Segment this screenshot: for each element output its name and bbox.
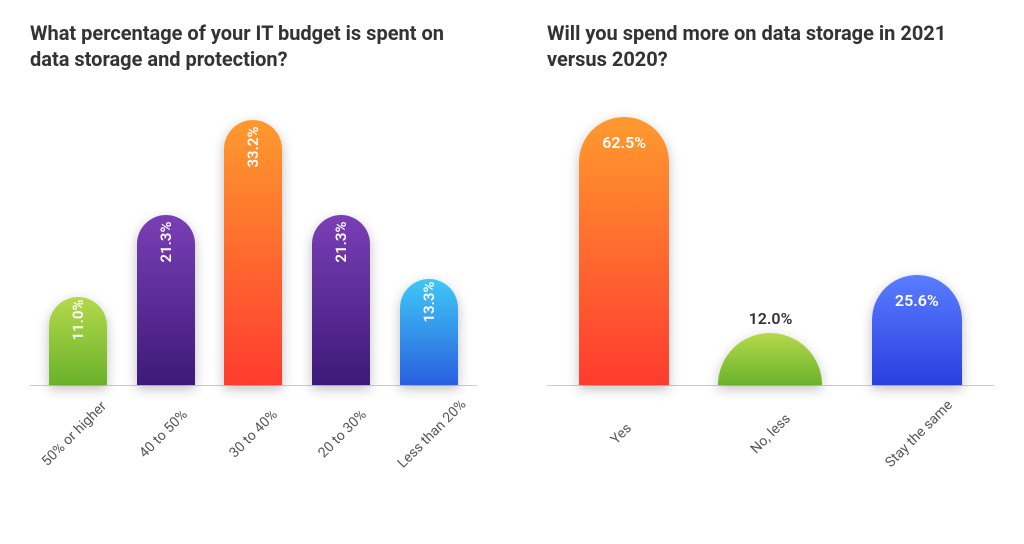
bar-value: 33.2% (244, 127, 262, 168)
bar-value: 62.5% (602, 133, 646, 152)
bars-container: 62.5% 12.0% 25.6% (547, 106, 994, 386)
bar-wrap: 62.5% (551, 106, 697, 385)
bar: 33.2% (224, 120, 282, 385)
bar-wrap: 13.3% (385, 106, 473, 385)
x-label: Less than 20% (395, 397, 470, 472)
x-label: 50% or higher (39, 398, 110, 469)
x-label: Stay the same (883, 397, 957, 471)
bar-value: 12.0% (749, 309, 793, 328)
x-label: No, less (747, 411, 793, 457)
bar: 21.3% (312, 215, 370, 385)
bar-wrap: 21.3% (122, 106, 210, 385)
bar: 13.3% (400, 279, 458, 385)
bar: 25.6% (872, 275, 962, 385)
bar-value: 25.6% (895, 291, 939, 310)
chart-budget-percentage: What percentage of your IT budget is spe… (30, 20, 477, 524)
bar-wrap: 21.3% (297, 106, 385, 385)
x-label: Yes (608, 420, 635, 447)
bar-value: 11.0% (69, 300, 87, 341)
bar: 11.0% (49, 297, 107, 385)
bars-container: 11.0% 21.3% 33.2% 21.3% 13.3% (30, 106, 477, 386)
chart-spend-more: Will you spend more on data storage in 2… (547, 20, 994, 524)
bar-wrap: 33.2% (210, 106, 298, 385)
chart-plot: 62.5% 12.0% 25.6% Yes No, less Stay the … (547, 106, 994, 524)
x-label: 40 to 50% (137, 407, 192, 462)
bar: 21.3% (137, 215, 195, 385)
bar-wrap: 11.0% (34, 106, 122, 385)
x-label: 30 to 40% (226, 407, 281, 462)
bar-halfcircle: 12.0% (718, 333, 822, 385)
chart-title: Will you spend more on data storage in 2… (547, 20, 994, 76)
bar-wrap: 25.6% (844, 106, 990, 385)
x-axis-labels: 50% or higher 40 to 50% 30 to 40% 20 to … (30, 386, 477, 442)
bar-wrap: 12.0% (697, 106, 843, 385)
bar-value: 21.3% (157, 222, 175, 263)
x-label: 20 to 30% (315, 407, 370, 462)
bar-value: 21.3% (332, 222, 350, 263)
bar-value: 13.3% (420, 281, 438, 322)
bar: 62.5% (579, 117, 669, 385)
chart-plot: 11.0% 21.3% 33.2% 21.3% 13.3% (30, 106, 477, 524)
chart-title: What percentage of your IT budget is spe… (30, 20, 477, 76)
x-axis-labels: Yes No, less Stay the same (547, 386, 994, 442)
